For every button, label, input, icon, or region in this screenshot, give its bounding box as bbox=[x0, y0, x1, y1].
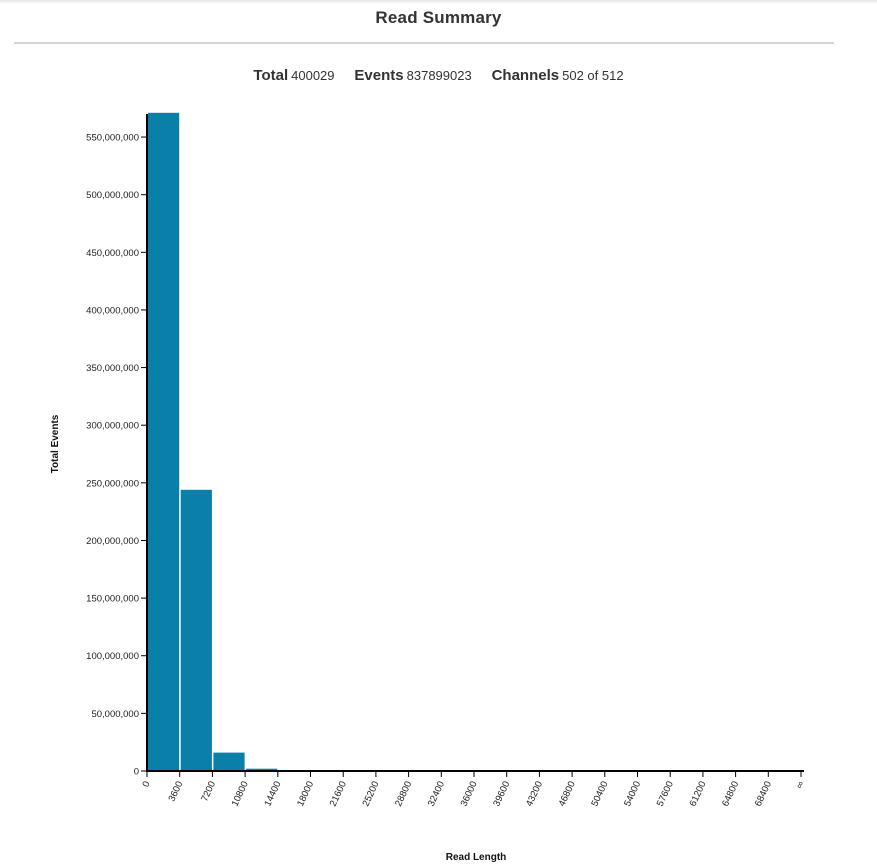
x-tick-label: 68400 bbox=[753, 780, 774, 809]
events-label: Events bbox=[354, 67, 404, 84]
x-tick-label: 3600 bbox=[167, 780, 186, 804]
x-tick-label: 10800 bbox=[230, 780, 251, 809]
x-tick-label: 64800 bbox=[720, 780, 741, 809]
events-value: 837899023 bbox=[406, 68, 472, 83]
y-axis-label: Total Events bbox=[50, 414, 61, 473]
y-tick-label: 50,000,000 bbox=[91, 709, 139, 720]
histogram-bar bbox=[246, 768, 278, 771]
x-tick-label: 25200 bbox=[360, 780, 381, 809]
total-stat: Total 400029 bbox=[253, 67, 334, 84]
x-tick-label: 21600 bbox=[328, 780, 349, 809]
y-tick-label: 500,000,000 bbox=[86, 190, 139, 201]
total-value: 400029 bbox=[291, 68, 335, 83]
y-tick-label: 300,000,000 bbox=[86, 421, 139, 432]
y-tick-label: 550,000,000 bbox=[86, 133, 139, 144]
y-tick-label: 150,000,000 bbox=[86, 594, 139, 605]
y-axis: 0 50,000,000 100,000,000 150,000,000 200,000… bbox=[86, 114, 148, 778]
histogram-bar bbox=[213, 752, 245, 771]
x-tick-label: 50400 bbox=[589, 780, 610, 809]
y-tick-label: 100,000,000 bbox=[86, 651, 139, 662]
page-title: Read Summary bbox=[375, 8, 502, 27]
x-tick-label: 46800 bbox=[557, 780, 578, 809]
x-tick-label: 61200 bbox=[687, 780, 708, 809]
x-axis-label: Read Length bbox=[446, 852, 507, 863]
y-tick-label: 400,000,000 bbox=[86, 305, 139, 316]
histogram-bar bbox=[148, 112, 180, 772]
x-tick-label: 18000 bbox=[295, 780, 316, 809]
channels-label: Channels bbox=[491, 67, 560, 84]
channels-value: 502 of 512 bbox=[562, 68, 624, 83]
total-label: Total bbox=[253, 67, 289, 84]
y-tick-label: 250,000,000 bbox=[86, 478, 139, 489]
channels-stat: Channels 502 of 512 bbox=[492, 67, 624, 84]
y-tick-label: 200,000,000 bbox=[86, 536, 139, 547]
histogram-bar bbox=[180, 489, 212, 771]
title-divider bbox=[14, 42, 834, 44]
x-tick-label: 0 bbox=[141, 780, 153, 789]
x-tick-label: 57600 bbox=[655, 780, 676, 809]
histogram-bars bbox=[148, 112, 409, 772]
x-tick-label: 54000 bbox=[622, 780, 643, 809]
x-axis: 0 3600 7200 10800 14400 18000 21600 25200 28800 3… bbox=[141, 770, 807, 809]
x-tick-label: ∞ bbox=[794, 779, 807, 790]
y-tick-label: 350,000,000 bbox=[86, 363, 139, 374]
top-bar bbox=[0, 0, 877, 4]
events-stat: Events 837899023 bbox=[354, 67, 471, 84]
x-tick-label: 36000 bbox=[459, 780, 480, 809]
y-tick-label: 0 bbox=[134, 767, 139, 778]
x-tick-label: 39600 bbox=[491, 780, 512, 809]
x-tick-label: 32400 bbox=[426, 780, 447, 809]
x-tick-label: 28800 bbox=[393, 780, 414, 809]
read-summary-stats: Total 400029 Events 837899023 Channels 502 … bbox=[0, 67, 877, 84]
x-tick-label: 14400 bbox=[262, 780, 283, 809]
x-tick-label: 7200 bbox=[199, 780, 218, 804]
x-tick-label: 43200 bbox=[524, 780, 545, 809]
y-tick-label: 450,000,000 bbox=[86, 248, 139, 259]
